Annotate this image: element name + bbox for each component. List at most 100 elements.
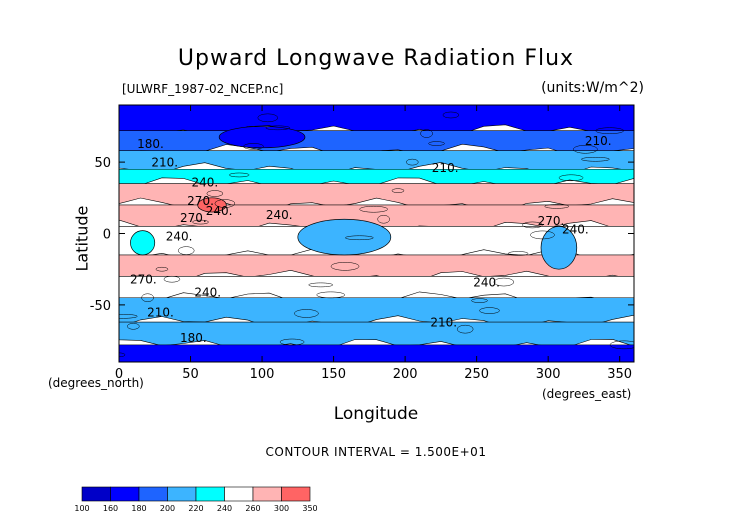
feature-sahara-maximum (197, 197, 227, 213)
contour-squiggle (119, 352, 126, 358)
contour-squiggle (479, 307, 500, 314)
contour-squiggle (595, 127, 624, 134)
contour-label: 240. (266, 208, 293, 222)
colorbar-swatch (195, 486, 225, 502)
contour-squiggle (507, 251, 529, 256)
contour-label: 180. (137, 137, 164, 151)
contour-squiggle (192, 219, 209, 225)
contour-label: 240. (166, 230, 193, 244)
contour-squiggle (573, 145, 598, 154)
contour-squiggle (177, 246, 195, 255)
x-tick-label: 50 (182, 367, 199, 382)
y-tick-label: 50 (94, 156, 111, 171)
x-tick-label: 150 (321, 367, 346, 382)
contour-squiggle (420, 129, 433, 138)
colorbar-swatch (81, 486, 111, 502)
x-axis-label: Longitude (333, 404, 419, 424)
contour-squiggle (456, 324, 474, 334)
contour-label: 270. (538, 214, 565, 228)
contour-squiggle (243, 143, 264, 150)
x-tick-label: 0 (115, 367, 123, 382)
feature-south-america-convection (540, 226, 578, 270)
contour-squiggle (428, 141, 445, 146)
band-10 (119, 321, 634, 353)
contour-squiggle (377, 214, 390, 224)
contour-squiggle (119, 314, 138, 319)
x-unit-label: (degrees_east) (542, 387, 632, 401)
feature-indonesia-convection (297, 218, 392, 256)
contour-label: 180. (180, 331, 207, 345)
contour-label: 240. (473, 275, 500, 289)
contour-squiggle (308, 282, 333, 288)
contour-squiggle (493, 277, 515, 287)
contour-squiggle (228, 172, 250, 178)
contour-label: 210. (151, 155, 178, 169)
contour-squiggle (471, 298, 488, 303)
contour-label: 240. (191, 175, 218, 189)
contour-label: 210. (147, 305, 174, 319)
colorbar-swatch (138, 486, 168, 502)
contour-squiggle (581, 157, 610, 162)
colorbar-label: 350 (302, 504, 317, 513)
colorbar-swatch (252, 486, 282, 502)
colorbar-swatch (224, 486, 254, 502)
units-label: (units:W/m^2) (541, 80, 644, 96)
contour-squiggle (359, 205, 388, 213)
colorbar-label: 180 (131, 504, 146, 513)
x-tick-label: 300 (536, 367, 561, 382)
x-tick-label: 250 (464, 367, 489, 382)
contour-label: 240. (194, 285, 221, 299)
contour-label: 210. (430, 315, 457, 329)
x-tick-label: 350 (607, 367, 632, 382)
contour-squiggle (316, 291, 345, 299)
contour-squiggle (558, 174, 584, 182)
colorbar-swatch (281, 486, 311, 502)
colorbar-label: 160 (103, 504, 118, 513)
contour-squiggle (391, 188, 405, 193)
colorbar-label: 240 (217, 504, 232, 513)
contour-label: 240. (206, 204, 233, 218)
contour-label: 210. (585, 134, 612, 148)
contour-label: 210. (432, 161, 459, 175)
contour-label: 270. (180, 211, 207, 225)
contour-squiggle (530, 230, 555, 240)
contour-squiggle (544, 204, 569, 209)
contour-squiggle (141, 293, 154, 302)
file-label: [ULWRF_1987-02_NCEP.nc] (122, 82, 284, 96)
y-tick-label: -50 (90, 299, 111, 314)
contour-label: 270. (130, 272, 157, 286)
contour-squiggle (279, 338, 305, 346)
contour-squiggle (155, 266, 169, 272)
y-unit-label: (degrees_north) (48, 376, 144, 390)
contour-squiggle (265, 125, 291, 131)
y-tick-label: 0 (103, 228, 111, 243)
contour-squiggle (163, 275, 181, 283)
contour-squiggle (214, 199, 236, 208)
colorbar-label: 260 (245, 504, 260, 513)
contour-squiggle (206, 190, 224, 197)
contour-squiggle (522, 221, 543, 229)
colorbar-label: 300 (274, 504, 289, 513)
contour-label: 240. (562, 223, 589, 237)
colorbar-label: 100 (74, 504, 89, 513)
contour-squiggle (330, 262, 360, 271)
colorbar-swatch (167, 486, 197, 502)
colorbar-swatch (110, 486, 140, 502)
contour-squiggle (345, 235, 374, 241)
contour-label: 270. (187, 194, 214, 208)
feature-africa-convection (130, 230, 156, 256)
contour-interval-label: CONTOUR INTERVAL = 1.500E+01 (265, 445, 487, 459)
plot-area: 180.210.240.270.270.240.240. 240.210.210.… (119, 105, 634, 362)
contour-squiggle (609, 340, 634, 350)
contour-squiggle (406, 158, 419, 166)
x-tick-label: 200 (393, 367, 418, 382)
colorbar-label: 200 (160, 504, 175, 513)
x-tick-label: 100 (250, 367, 275, 382)
contour-squiggle (127, 323, 140, 330)
contour-squiggle (294, 309, 319, 318)
chart-title: Upward Longwave Radiation Flux (177, 46, 575, 71)
contour-squiggle (442, 111, 460, 119)
band-11 (119, 344, 634, 362)
contour-squiggle (257, 113, 279, 123)
